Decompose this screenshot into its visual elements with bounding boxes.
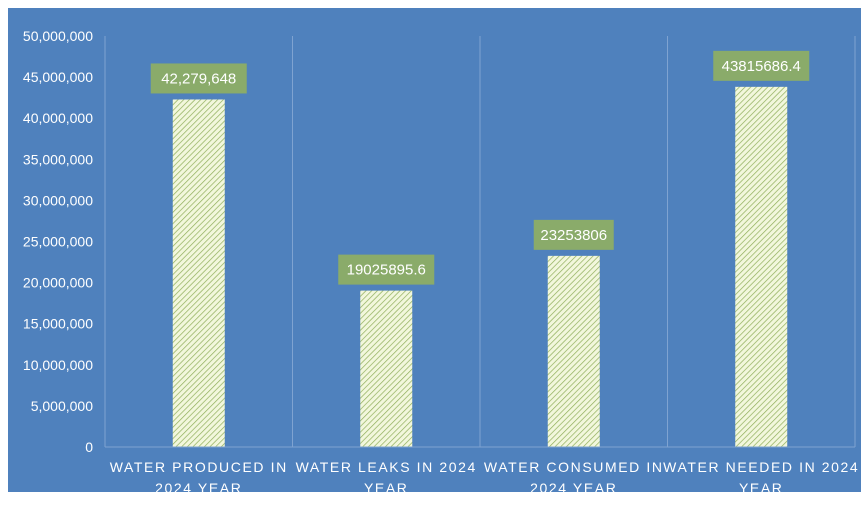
x-tick-label: 2024 YEAR [530,480,617,496]
data-label-box [338,254,435,285]
y-tick-label: 40,000,000 [23,110,93,126]
y-tick-label: 30,000,000 [23,192,93,208]
bars [172,86,788,448]
data-label-box [150,63,247,94]
bar [547,255,600,447]
data-label-box [713,50,810,81]
y-tick-label: 25,000,000 [23,234,93,250]
x-tick-label: YEAR [364,480,409,496]
x-tick-label: WATER NEEDED IN 2024 [663,459,859,475]
y-tick-label: 50,000,000 [23,28,93,44]
y-tick-label: 20,000,000 [23,275,93,291]
data-label: 43815686.4 [722,58,801,75]
x-tick-label: 2024 YEAR [155,480,242,496]
x-tick-label: WATER LEAKS IN 2024 [296,459,477,475]
y-tick-label: 45,000,000 [23,69,93,85]
y-tick-label: 0 [85,439,93,455]
plot-background [8,8,861,492]
data-label: 19025895.6 [347,262,426,279]
x-tick-label: WATER CONSUMED IN [484,459,664,475]
data-label: 42,279,648 [161,70,236,87]
y-axis: 0 5,000,000 10,000,000 15,000,000 20,000,000… [23,28,93,455]
gridlines [104,36,856,447]
y-tick-label: 35,000,000 [23,151,93,167]
bar [360,290,413,447]
bar [735,86,788,448]
bar [172,99,225,447]
data-label-box [533,219,614,250]
x-tick-label: WATER PRODUCED IN [110,459,288,475]
y-tick-label: 5,000,000 [31,398,93,414]
x-tick-label: YEAR [739,480,784,496]
y-tick-label: 15,000,000 [23,316,93,332]
data-label: 23253806 [540,227,607,244]
data-labels: 42,279,648 19025895.6 23253806 43815686.4 [150,50,810,285]
y-tick-label: 10,000,000 [23,357,93,373]
x-axis: WATER PRODUCED IN 2024 YEAR WATER LEAKS IN… [105,446,859,496]
